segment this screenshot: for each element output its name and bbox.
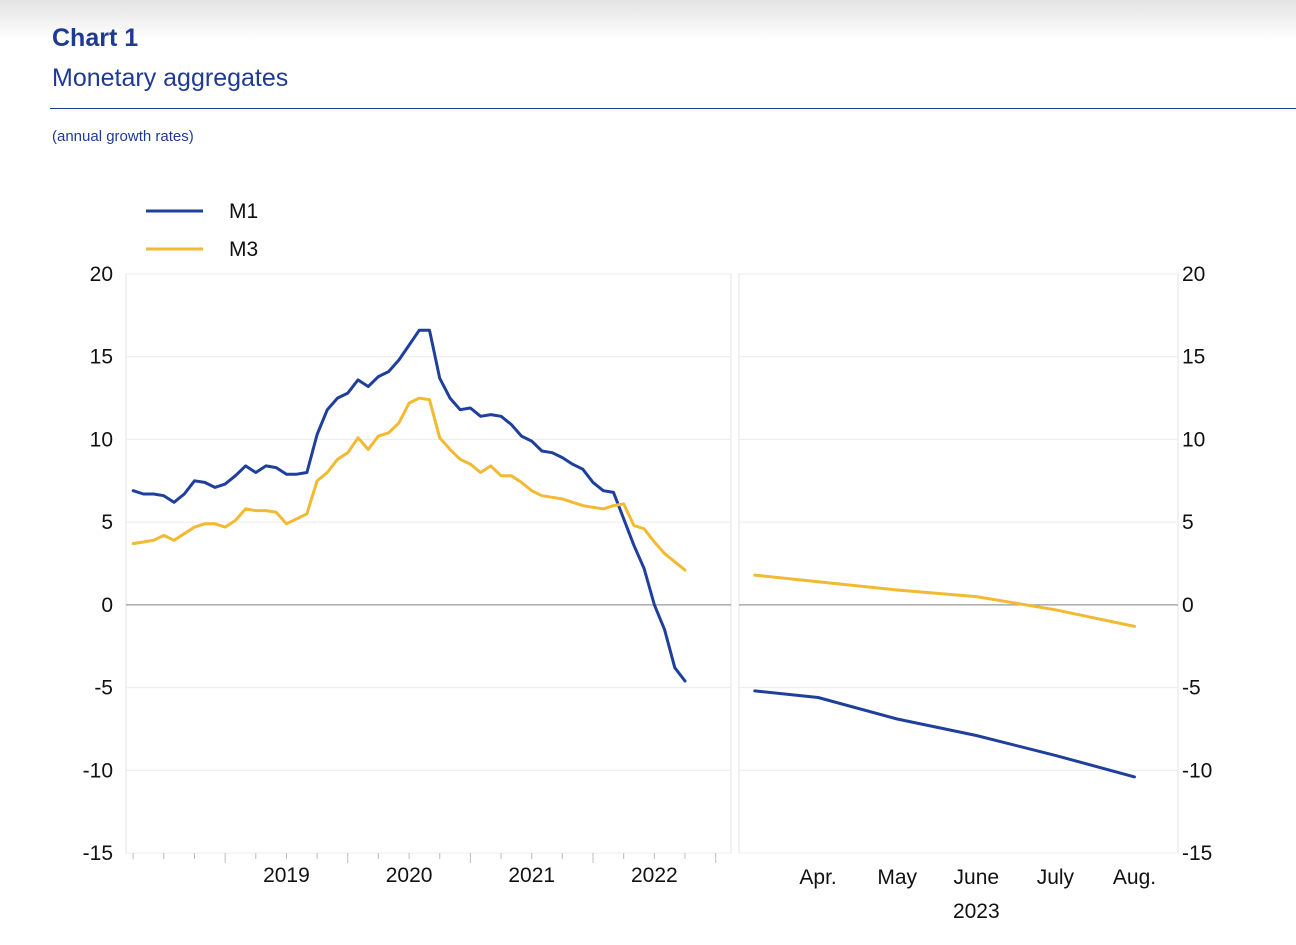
left-y-tick-label: 20 bbox=[90, 263, 113, 286]
left-x-tick-label: 2020 bbox=[386, 864, 433, 887]
right-x-tick-label: May bbox=[877, 866, 917, 889]
right-y-tick-label: -15 bbox=[1182, 842, 1212, 865]
right-x-tick-label: Apr. bbox=[799, 866, 836, 889]
right-y-tick-label: 20 bbox=[1182, 263, 1205, 286]
title-rule bbox=[50, 108, 1296, 109]
top-shade bbox=[0, 0, 1296, 40]
right-y-tick-label: 0 bbox=[1182, 594, 1194, 617]
legend-label-m3: M3 bbox=[229, 238, 258, 261]
series-line-m1-right bbox=[753, 689, 1136, 779]
right-x-tick-label: June bbox=[954, 866, 1000, 889]
legend-label-m1: M1 bbox=[229, 200, 258, 223]
right-x-tick-label: July bbox=[1037, 866, 1075, 889]
left-x-tick-label: 2021 bbox=[508, 864, 555, 887]
series-line-m3-left bbox=[131, 396, 687, 572]
left-y-tick-label: 5 bbox=[101, 511, 113, 534]
right-x-tick-label: Aug. bbox=[1113, 866, 1156, 889]
chart-number: Chart 1 bbox=[52, 24, 139, 52]
right-y-tick-label: -5 bbox=[1182, 677, 1201, 700]
right-y-tick-label: 10 bbox=[1182, 428, 1205, 451]
chart-title: Monetary aggregates bbox=[52, 64, 289, 92]
left-x-tick-label: 2022 bbox=[631, 864, 678, 887]
left-y-tick-label: -5 bbox=[94, 677, 113, 700]
right-y-tick-label: 15 bbox=[1182, 346, 1205, 369]
right-y-tick-label: -10 bbox=[1182, 759, 1212, 782]
right-x-year-label: 2023 bbox=[953, 900, 1000, 923]
left-y-tick-label: 0 bbox=[101, 594, 113, 617]
series-line-m1-left bbox=[131, 328, 687, 683]
series-line-m3-right bbox=[753, 573, 1136, 628]
right-panel-frame bbox=[738, 273, 1179, 854]
left-y-tick-label: 15 bbox=[90, 346, 113, 369]
left-y-tick-label: 10 bbox=[90, 428, 113, 451]
left-panel-frame bbox=[125, 273, 732, 854]
right-y-tick-label: 5 bbox=[1182, 511, 1194, 534]
chart-subtitle: (annual growth rates) bbox=[52, 128, 194, 145]
left-x-tick-label: 2019 bbox=[263, 864, 310, 887]
left-y-tick-label: -10 bbox=[83, 759, 113, 782]
left-y-tick-label: -15 bbox=[83, 842, 113, 865]
